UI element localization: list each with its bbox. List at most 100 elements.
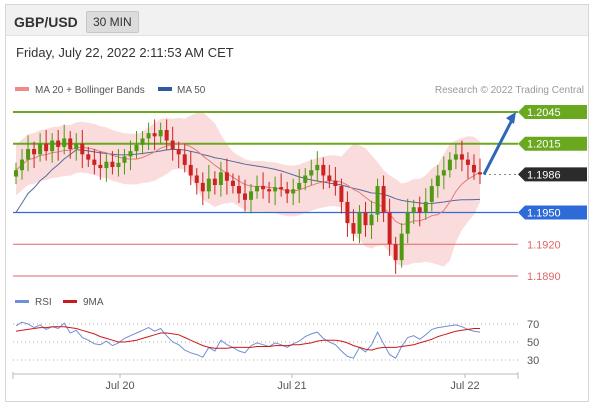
rsi-legend-swatch: [15, 300, 29, 303]
candle-body: [218, 172, 223, 186]
candle-body: [146, 133, 151, 139]
candle-body: [441, 170, 446, 176]
candle-body: [255, 186, 260, 192]
candle-body: [478, 172, 482, 175]
chart-timestamp: Friday, July 22, 2022 2:11:53 AM CET: [16, 45, 234, 60]
candle-body: [68, 138, 73, 150]
candle-body: [80, 143, 85, 155]
candles: [14, 119, 482, 274]
candle-body: [273, 187, 278, 192]
candle-body: [417, 207, 422, 213]
candle-body: [345, 201, 350, 224]
time-tick-label: Jul 20: [105, 380, 134, 392]
candle-body: [188, 164, 193, 176]
rsi-line: [15, 321, 481, 359]
candle-body: [399, 233, 404, 261]
candle-body: [194, 175, 199, 183]
target-arrow-shaft: [482, 117, 515, 176]
candle-body: [200, 182, 205, 192]
rsi-ma-legend-swatch: [63, 300, 77, 303]
bollinger-legend-swatch: [15, 87, 29, 91]
candle-body: [405, 212, 410, 234]
candle-body: [459, 154, 464, 160]
target-arrow-head: [506, 112, 516, 124]
candle-body: [170, 140, 175, 150]
rsi-level-label-50: 50: [527, 337, 539, 349]
candle-body: [128, 151, 133, 157]
candle-body: [158, 129, 163, 137]
price-levels: [13, 111, 518, 277]
candle-body: [56, 140, 61, 147]
candle-body: [212, 178, 217, 186]
time-tick-label: Jul 21: [277, 380, 306, 392]
timeframe-button[interactable]: 30 MIN: [86, 11, 139, 33]
candle-body: [44, 143, 49, 152]
bollinger-legend-label: MA 20 + Bollinger Bands: [35, 85, 145, 96]
candle-body: [20, 159, 25, 171]
rsi-legend-label: RSI: [35, 297, 52, 308]
candle-body: [224, 172, 229, 181]
candle-body: [261, 186, 266, 190]
candle-body: [411, 207, 416, 213]
candle-body: [435, 175, 440, 187]
candle-body: [206, 178, 211, 192]
candle-body: [176, 149, 181, 155]
rsi-ma-legend-label: 9MA: [83, 297, 104, 308]
ma20-line: [15, 142, 481, 226]
candle-body: [339, 186, 344, 202]
instrument-symbol: GBP/USD: [14, 14, 78, 30]
rsi-level-label-70: 70: [527, 319, 539, 331]
level-label-1.1950: 1.1950: [527, 208, 561, 220]
candle-body: [285, 189, 290, 194]
ma50-line: [15, 148, 481, 213]
rsi-level-label-30: 30: [527, 355, 539, 367]
level-tag-1.2045: [518, 105, 587, 119]
time-axis: Jul 20 Jul 21 Jul 22: [12, 372, 519, 392]
level-label-1.2045: 1.2045: [527, 107, 561, 119]
candle-body: [429, 186, 434, 202]
candle-body: [86, 154, 91, 160]
candle-body: [369, 214, 374, 226]
level-label-1.1986: 1.1986: [527, 169, 561, 181]
candle-body: [92, 159, 97, 165]
candle-body: [230, 180, 235, 187]
candle-body: [104, 161, 109, 169]
candle-body: [453, 154, 458, 160]
candle-body: [387, 212, 392, 245]
rsi-panel: 70 50 30: [13, 319, 539, 367]
candle-body: [134, 144, 139, 152]
candle-body: [152, 133, 157, 137]
candle-body: [14, 170, 18, 177]
level-tag-1.1950: [518, 205, 587, 220]
candle-body: [140, 138, 145, 145]
candle-body: [357, 212, 362, 234]
moving-averages: [15, 112, 516, 226]
candle-body: [182, 154, 187, 165]
level-label-1.2015: 1.2015: [527, 139, 561, 151]
candle-body: [393, 244, 398, 261]
candle-body: [38, 143, 43, 155]
bollinger-bands: [16, 112, 480, 267]
candle-body: [303, 175, 308, 183]
candle-body: [465, 159, 470, 165]
candle-body: [279, 187, 284, 190]
candle-body: [333, 180, 338, 187]
copyright-text: Research © 2022 Trading Central: [435, 85, 584, 96]
candle-body: [236, 186, 241, 194]
candle-body: [351, 223, 356, 234]
candle-body: [291, 189, 296, 194]
candle-body: [242, 193, 247, 200]
candle-body: [62, 138, 67, 147]
level-tag-1.1986: [518, 167, 587, 182]
candle-body: [471, 164, 476, 173]
candle-body: [32, 149, 37, 155]
level-label-1.1920: 1.1920: [527, 239, 561, 251]
price-level-labels: 1.2045 1.2015 1.1986 1.1950 1.1920 1.1890: [518, 105, 587, 283]
level-tag-1.2015: [518, 136, 587, 151]
chart-widget: GBP/USD 30 MIN Friday, July 22, 2022 2:1…: [5, 4, 589, 402]
candle-body: [50, 140, 55, 152]
candle-body: [98, 164, 103, 169]
candle-body: [122, 156, 127, 163]
candle-body: [116, 162, 121, 168]
